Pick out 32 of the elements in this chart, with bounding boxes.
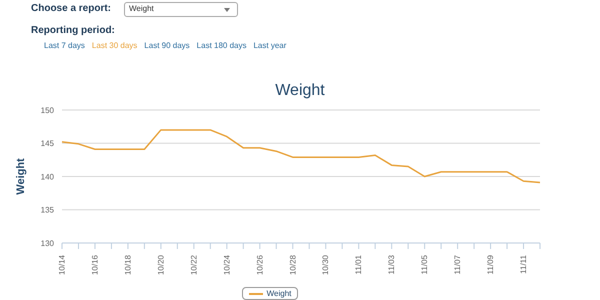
x-tick-label: 10/28 [288, 254, 298, 276]
y-tick-label: 130 [40, 238, 55, 248]
text: Reporting period: [31, 25, 115, 36]
y-tick-label: 135 [40, 206, 55, 215]
x-tick-label: 10/18 [123, 254, 132, 276]
y-tick-label: 145 [40, 139, 55, 148]
report-dropdown: Weight [124, 2, 238, 17]
x-tick-label: 11/05 [420, 254, 430, 274]
x-tick-label: 11/11 [519, 254, 528, 274]
x-tick-label: 10/26 [255, 254, 264, 276]
x-tick-label: 11/03 [387, 254, 396, 274]
text: Last 30 days [92, 41, 138, 50]
x-tick-label: 10/20 [156, 254, 166, 276]
x-tick-label: 10/30 [321, 254, 330, 276]
y-tick-label: 140 [40, 172, 55, 182]
text: Last 90 days [144, 41, 190, 50]
x-tick-label: 11/01 [354, 254, 364, 274]
x-tick-label: 10/22 [189, 254, 198, 276]
text: Last 180 days [196, 41, 246, 50]
text: Last 7 days [44, 41, 85, 50]
text: Choose a report: [31, 3, 112, 14]
chart-title: Weight [274, 82, 326, 100]
line-series [61, 129, 541, 184]
y-axis-title: Weight [14, 158, 27, 195]
legend-label: Weight [266, 289, 292, 298]
x-tick-label: 11/07 [453, 254, 462, 274]
x-tick-label: 11/09 [486, 254, 496, 274]
x-tick-label: 10/14 [58, 254, 66, 276]
y-tick-label: 150 [40, 106, 55, 115]
x-tick-label: 10/16 [90, 254, 100, 276]
text: Last year [253, 41, 286, 50]
x-tick-label: 10/24 [222, 254, 232, 276]
